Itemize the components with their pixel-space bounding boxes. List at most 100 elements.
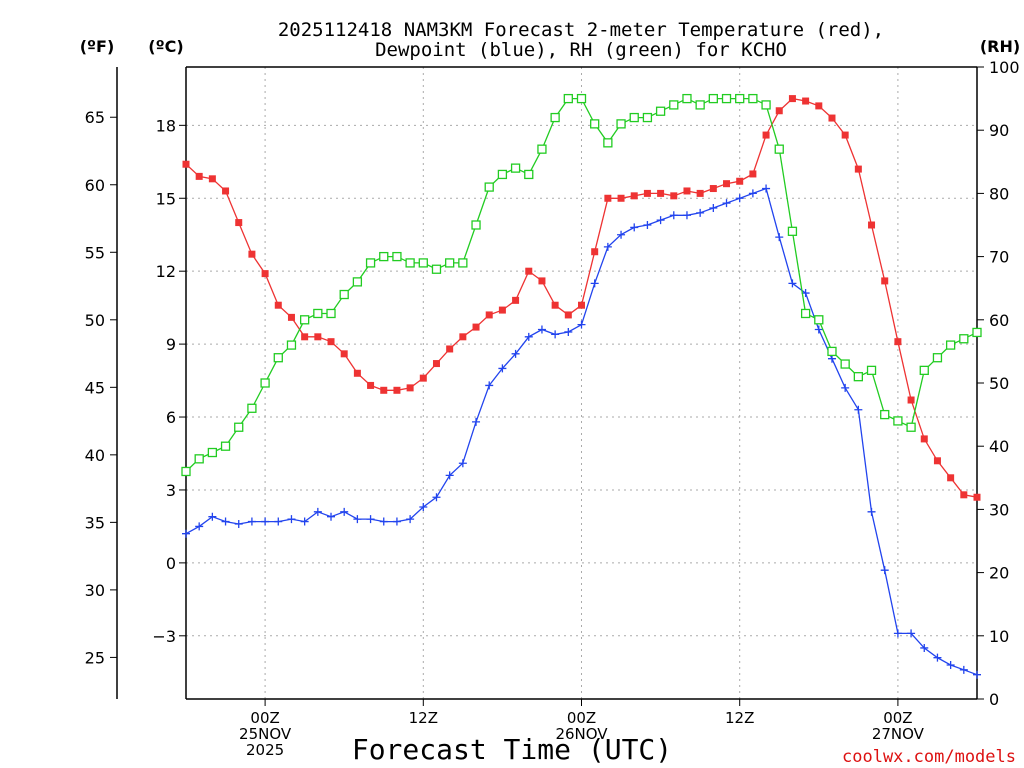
dewpoint-point: [577, 320, 586, 329]
dewpoint-point: [247, 517, 256, 526]
fahrenheit-unit-label: (ºF): [80, 37, 115, 56]
dewpoint-point: [498, 364, 507, 373]
temperature-point: [775, 107, 783, 115]
tick-labels: −3 0 3 6 9 12 15 18 25 30 35 40 45 50 55 60 65 0 10 20 30 40 5…: [85, 58, 1020, 759]
temperature-point: [762, 131, 770, 139]
dewpoint-point: [551, 330, 560, 339]
rh-tick-label: 30: [989, 500, 1009, 519]
rh-point: [800, 308, 811, 319]
x-tick-label: 00Z: [567, 709, 596, 727]
fahrenheit-tick-label: 65: [85, 108, 105, 127]
dewpoint-point: [722, 199, 731, 208]
dewpoint-point: [630, 223, 639, 232]
rh-point: [524, 169, 534, 180]
dewpoint-point: [603, 242, 612, 251]
temperature-point: [828, 114, 836, 122]
gridlines: [186, 67, 977, 699]
x-tick-label: 25NOV: [239, 725, 292, 743]
rh-point: [576, 93, 587, 104]
rh-point: [445, 258, 455, 268]
rh-point: [629, 112, 639, 123]
dewpoint-point: [735, 194, 744, 203]
rh-point: [299, 315, 310, 325]
temperature-point: [907, 396, 915, 404]
temperature-point: [881, 277, 889, 285]
rh-point: [721, 93, 732, 104]
temperature-point: [894, 338, 902, 346]
rh-point: [866, 365, 877, 376]
celsius-tick-label: 6: [166, 408, 176, 427]
rh-point: [471, 220, 481, 230]
temperature-point: [432, 360, 440, 368]
rh-point: [814, 315, 824, 325]
rh-point: [510, 163, 521, 173]
dewpoint-point: [959, 665, 968, 674]
dewpoint-point: [537, 325, 546, 334]
temperature-point: [485, 311, 493, 319]
dewpoint-point: [472, 417, 481, 426]
rh-point: [326, 308, 336, 319]
temperature-point: [854, 165, 862, 173]
dewpoint-point: [656, 216, 665, 225]
temperature-point: [498, 306, 506, 314]
celsius-tick-label: 3: [166, 481, 176, 500]
rh-point: [932, 353, 943, 363]
temperature-point: [195, 172, 203, 180]
x-tick-label: 2025: [246, 741, 284, 759]
series-layer: [181, 93, 982, 679]
rh-point: [972, 327, 982, 338]
dewpoint-point: [313, 507, 322, 516]
celsius-tick-label: 18: [156, 116, 176, 135]
rh-point: [273, 353, 283, 363]
rh-point: [827, 346, 837, 357]
rh-point: [893, 416, 903, 426]
dewpoint-point: [762, 184, 771, 193]
dewpoint-point: [458, 459, 467, 468]
temperature-point: [512, 296, 520, 304]
rh-tick-label: 70: [989, 248, 1009, 267]
rh-unit-label: (RH): [980, 37, 1020, 56]
rh-point: [880, 409, 890, 420]
temperature-point: [841, 131, 849, 139]
rh-point: [379, 251, 389, 262]
temperature-point: [353, 369, 361, 377]
dewpoint-point: [445, 471, 454, 480]
dewpoint-point: [234, 519, 243, 528]
dewpoint-point: [788, 279, 797, 288]
dewpoint-point: [709, 203, 718, 212]
temperature-point: [261, 270, 269, 278]
rh-point: [959, 334, 969, 344]
rh-point: [735, 93, 745, 104]
rh-point: [247, 403, 257, 413]
temperature-point: [947, 474, 955, 482]
rh-point: [761, 100, 771, 110]
dewpoint-point: [920, 643, 929, 652]
rh-point: [365, 258, 376, 268]
rh-point: [616, 119, 626, 129]
rh-point: [682, 93, 692, 104]
temperature-point: [564, 311, 572, 319]
rh-point: [537, 144, 547, 154]
dewpoint-point: [893, 629, 902, 638]
rh-point: [194, 454, 204, 464]
temperature-point: [235, 219, 243, 227]
rh-point: [207, 447, 218, 458]
dewpoint-point: [195, 522, 204, 531]
temperature-point: [380, 386, 388, 394]
temperature-point: [459, 333, 467, 341]
dewpoint-point: [221, 517, 230, 526]
dewpoint-point: [366, 515, 375, 524]
temperature-point: [551, 301, 559, 309]
dewpoint-point: [340, 507, 349, 516]
rh-point: [286, 340, 297, 350]
temperature-point: [406, 384, 414, 392]
dewpoint-point: [300, 517, 309, 526]
rh-point: [260, 378, 270, 388]
rh-point: [787, 226, 798, 236]
rh-point: [352, 277, 363, 287]
axes: [110, 66, 984, 706]
rh-point: [431, 264, 442, 274]
temperature-point: [222, 187, 230, 195]
rh-tick-label: 10: [989, 627, 1009, 646]
